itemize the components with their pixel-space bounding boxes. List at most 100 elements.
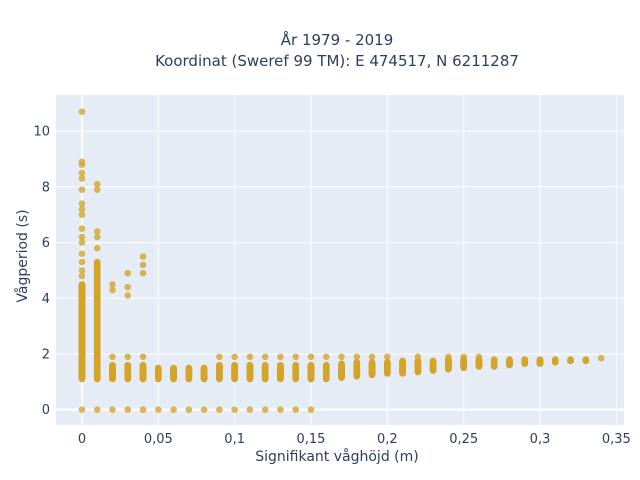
- data-point: [93, 180, 101, 188]
- data-point: [78, 205, 86, 213]
- data-point: [78, 186, 86, 193]
- data-point: [124, 292, 132, 299]
- x-axis-title: Signifikant våghöjd (m): [255, 448, 418, 465]
- data-point: [78, 225, 86, 232]
- y-tick-label: 0: [42, 403, 50, 418]
- data-point: [246, 406, 254, 413]
- data-point: [109, 361, 116, 369]
- data-point: [93, 228, 101, 235]
- data-point: [292, 361, 300, 369]
- data-point: [78, 108, 86, 116]
- data-point: [567, 356, 574, 363]
- data-point: [139, 353, 147, 361]
- data-point: [78, 233, 86, 241]
- data-point: [384, 359, 391, 366]
- data-point: [261, 406, 269, 413]
- data-point: [124, 353, 132, 361]
- data-point: [399, 357, 406, 365]
- data-point: [139, 253, 147, 260]
- data-point: [368, 359, 376, 366]
- data-point: [353, 353, 361, 361]
- y-axis-ticks: 0 2 4 6 8 10: [33, 125, 50, 418]
- data-point: [475, 353, 483, 361]
- data-point: [78, 258, 86, 266]
- data-point: [490, 356, 498, 363]
- data-point: [338, 360, 345, 368]
- data-point: [414, 353, 422, 361]
- y-tick-label: 8: [42, 180, 50, 195]
- data-point: [78, 239, 86, 246]
- data-point: [170, 364, 177, 372]
- data-point: [155, 364, 162, 372]
- data-point: [139, 406, 147, 413]
- data-point: [78, 281, 86, 288]
- data-point: [93, 258, 101, 266]
- x-axis-ticks: 0 0,05 0,1 0,15 0,2 0,25 0,3 0,35: [78, 432, 631, 447]
- data-point: [93, 186, 101, 193]
- data-point: [78, 272, 86, 280]
- data-point: [124, 361, 132, 369]
- data-point: [216, 406, 223, 413]
- data-point: [445, 353, 452, 361]
- data-point: [78, 250, 86, 258]
- data-point: [353, 359, 361, 366]
- data-point: [460, 353, 467, 361]
- chart-title-line-1: År 1979 - 2019: [281, 30, 394, 49]
- data-point: [78, 406, 86, 413]
- data-points: [78, 108, 605, 413]
- data-point: [338, 353, 345, 361]
- x-tick-label: 0,05: [144, 432, 173, 447]
- data-point: [307, 406, 315, 413]
- x-tick-label: 0: [78, 432, 86, 447]
- data-point: [231, 353, 238, 361]
- data-point: [368, 353, 376, 361]
- data-point: [78, 158, 86, 166]
- data-point: [93, 244, 101, 252]
- data-point: [216, 353, 223, 361]
- y-axis-title: Vågperiod (s): [14, 209, 31, 302]
- grid-lines: [56, 95, 624, 425]
- data-point: [200, 406, 208, 413]
- data-point: [109, 353, 116, 361]
- data-point: [170, 406, 177, 413]
- data-point: [78, 211, 86, 219]
- data-point: [246, 353, 254, 361]
- data-point: [109, 406, 116, 413]
- x-tick-label: 0,35: [602, 432, 631, 447]
- chart-title-line-2: Koordinat (Sweref 99 TM): E 474517, N 62…: [155, 52, 519, 70]
- x-tick-label: 0,2: [377, 432, 398, 447]
- data-point: [78, 169, 86, 177]
- data-point: [124, 269, 132, 277]
- data-point: [292, 353, 300, 361]
- data-point: [200, 364, 208, 372]
- data-point: [277, 406, 284, 413]
- x-tick-label: 0,3: [530, 432, 551, 447]
- data-point: [155, 406, 162, 413]
- data-point: [93, 233, 101, 241]
- data-point: [139, 361, 147, 369]
- data-point: [322, 353, 330, 361]
- data-point: [307, 361, 315, 369]
- data-point: [185, 406, 193, 413]
- data-point: [246, 361, 254, 369]
- y-tick-label: 2: [42, 347, 50, 362]
- data-point: [261, 353, 269, 361]
- x-tick-label: 0,15: [297, 432, 326, 447]
- data-point: [185, 364, 193, 372]
- data-point: [521, 356, 529, 363]
- data-point: [277, 361, 284, 369]
- y-tick-label: 4: [42, 292, 50, 307]
- data-point: [124, 406, 132, 413]
- x-tick-label: 0,1: [224, 432, 245, 447]
- data-point: [506, 356, 513, 363]
- data-point: [231, 361, 238, 369]
- data-point: [93, 406, 101, 413]
- data-point: [231, 406, 238, 413]
- data-point: [582, 356, 590, 363]
- data-point: [277, 353, 284, 361]
- data-point: [78, 267, 86, 274]
- data-point: [124, 283, 132, 291]
- data-point: [551, 356, 559, 363]
